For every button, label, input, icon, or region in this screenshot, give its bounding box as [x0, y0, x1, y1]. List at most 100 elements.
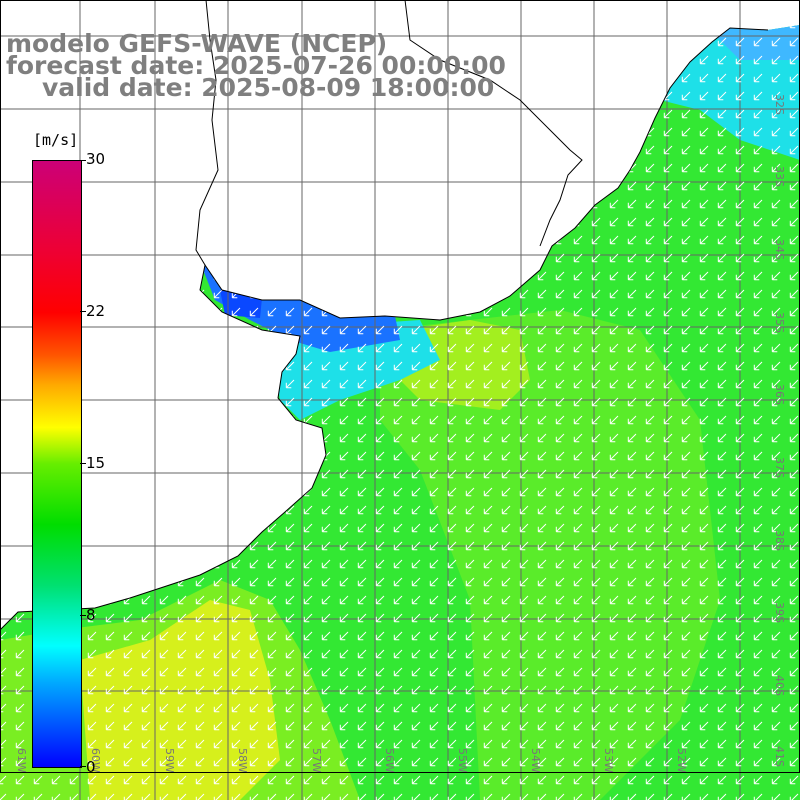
wind-arrow	[717, 577, 727, 587]
wind-arrow	[681, 235, 691, 245]
wind-arrow	[303, 397, 313, 407]
wind-arrow	[789, 451, 799, 461]
wind-arrow	[591, 469, 601, 479]
wind-arrow	[681, 613, 691, 623]
wind-arrow	[771, 685, 781, 695]
wind-arrow	[105, 505, 115, 515]
wind-arrow	[159, 451, 169, 461]
wind-arrow	[303, 793, 313, 800]
wind-arrow	[591, 721, 601, 731]
wind-arrow	[555, 181, 565, 191]
wind-arrow	[753, 595, 763, 605]
wind-arrow	[429, 469, 439, 479]
wind-arrow	[591, 253, 601, 263]
wind-arrow	[789, 91, 799, 101]
wind-arrow	[321, 127, 331, 137]
wind-arrow	[789, 631, 799, 641]
wind-arrow	[267, 307, 277, 317]
wind-arrow	[231, 307, 241, 317]
wind-arrow	[87, 793, 97, 800]
wind-arrow	[645, 325, 655, 335]
wind-arrow	[735, 703, 745, 713]
wind-arrow	[159, 523, 169, 533]
wind-arrow	[717, 145, 727, 155]
wind-arrow	[231, 163, 241, 173]
wind-arrow	[573, 667, 583, 677]
wind-arrow	[555, 109, 565, 119]
wind-arrow	[339, 307, 349, 317]
wind-arrow	[105, 685, 115, 695]
wind-arrow	[141, 289, 151, 299]
wind-arrow	[609, 163, 619, 173]
wind-arrow	[105, 415, 115, 425]
wind-arrow	[87, 577, 97, 587]
wind-arrow	[753, 523, 763, 533]
wind-arrow	[429, 559, 439, 569]
wind-arrow	[699, 631, 709, 641]
wind-arrow	[573, 91, 583, 101]
wind-arrow	[321, 145, 331, 155]
wind-arrow	[141, 25, 151, 29]
wind-arrow	[573, 451, 583, 461]
wind-arrow	[249, 343, 259, 353]
wind-arrow	[447, 487, 457, 497]
wind-arrow	[303, 163, 313, 173]
wind-arrow	[627, 793, 637, 800]
wind-arrow	[735, 91, 745, 101]
wind-arrow	[735, 523, 745, 533]
wind-arrow	[69, 109, 79, 119]
wind-arrow	[393, 145, 403, 155]
wind-arrow	[609, 145, 619, 155]
wind-arrow	[519, 703, 529, 713]
wind-arrow	[393, 289, 403, 299]
wind-arrow	[555, 271, 565, 281]
wind-arrow	[393, 109, 403, 119]
wind-arrow	[555, 577, 565, 587]
wind-arrow	[303, 235, 313, 245]
wind-arrow	[573, 379, 583, 389]
wind-arrow	[537, 523, 547, 533]
wind-arrow	[663, 595, 673, 605]
wind-arrow	[573, 685, 583, 695]
wind-arrow	[357, 757, 367, 767]
wind-arrow	[411, 595, 421, 605]
wind-arrow	[375, 775, 385, 785]
wind-arrow	[159, 145, 169, 155]
wind-arrow	[249, 505, 259, 515]
wind-arrow	[717, 217, 727, 227]
wind-arrow	[735, 451, 745, 461]
wind-arrow	[429, 433, 439, 443]
wind-arrow	[771, 451, 781, 461]
wind-arrow	[717, 757, 727, 767]
wind-arrow	[447, 523, 457, 533]
wind-arrow	[15, 667, 25, 677]
wind-arrow	[321, 379, 331, 389]
wind-arrow	[663, 559, 673, 569]
wind-arrow	[15, 505, 25, 515]
wind-arrow	[753, 271, 763, 281]
wind-arrow	[501, 145, 511, 155]
wind-arrow	[231, 559, 241, 569]
wind-arrow	[627, 649, 637, 659]
wind-arrow	[609, 397, 619, 407]
wind-arrow	[105, 793, 115, 800]
wind-arrow	[663, 289, 673, 299]
wind-arrow	[267, 361, 277, 371]
wind-arrow	[501, 37, 511, 47]
wind-arrow	[573, 343, 583, 353]
wind-arrow	[177, 487, 187, 497]
wind-arrow	[555, 631, 565, 641]
wind-arrow	[789, 649, 799, 659]
wind-arrow	[753, 55, 763, 65]
wind-arrow	[627, 775, 637, 785]
wind-arrow	[303, 379, 313, 389]
wind-arrow	[15, 433, 25, 443]
wind-arrow	[375, 703, 385, 713]
wind-arrow	[393, 397, 403, 407]
wind-arrow	[753, 109, 763, 119]
wind-arrow	[699, 163, 709, 173]
wind-arrow	[159, 127, 169, 137]
wind-arrow	[87, 199, 97, 209]
